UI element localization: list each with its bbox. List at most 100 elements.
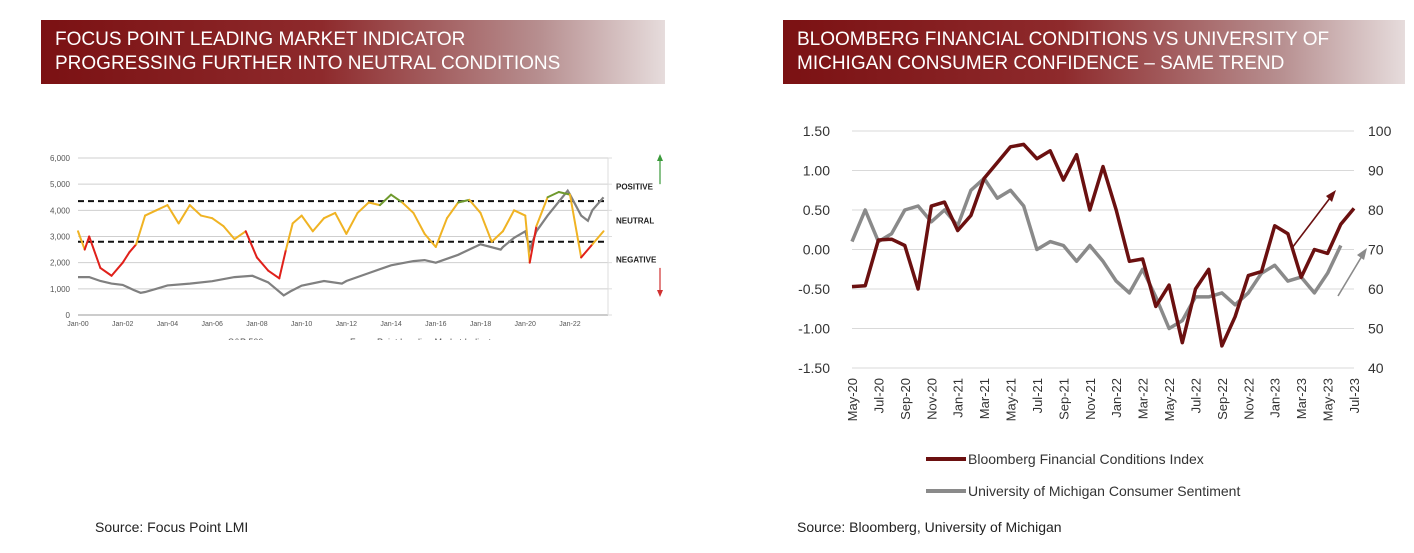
y-tick-label: 0: [66, 311, 71, 320]
lmi-line-segment: [199, 214, 214, 220]
lmi-line-segment: [423, 232, 437, 248]
y-left-tick-label: -1.00: [798, 321, 830, 337]
lmi-line-segment: [291, 214, 303, 225]
y-left-tick-label: 1.50: [803, 123, 830, 139]
y-tick-label: 4,000: [50, 206, 71, 215]
lmi-line-segment: [278, 248, 287, 280]
bloomberg-trend-arrow-head: [1326, 190, 1336, 202]
lmi-line-segment: [367, 201, 381, 207]
lmi-line-segment: [378, 193, 393, 207]
lmi-line-segment: [166, 204, 180, 225]
x-tick-label: Jul-22: [1188, 378, 1203, 413]
y-left-tick-label: -1.50: [798, 360, 830, 376]
negative-arrow-head: [657, 290, 663, 297]
lmi-line-segment: [99, 266, 113, 277]
lmi-line-segment: [135, 214, 147, 246]
zone-label-positive: POSITIVE: [616, 182, 654, 191]
lmi-line-segment: [557, 191, 571, 196]
y-right-tick-label: 80: [1368, 202, 1384, 218]
x-tick-label: Jan-08: [246, 321, 268, 328]
x-tick-label: Mar-21: [977, 378, 992, 419]
lmi-line-segment: [77, 230, 86, 251]
lmi-line-segment: [188, 204, 202, 217]
x-tick-label: Jan-14: [380, 321, 402, 328]
left-source-note: Source: Focus Point LMI: [95, 519, 249, 535]
lmi-line-segment: [300, 214, 314, 233]
x-tick-label: Jan-23: [1268, 378, 1283, 418]
lmi-line-segment: [255, 256, 270, 272]
x-tick-label: May-23: [1321, 378, 1336, 421]
lmi-line-segment: [311, 217, 325, 233]
y-right-tick-label: 40: [1368, 360, 1384, 376]
lmi-line-segment: [501, 209, 516, 233]
lmi-line-segment: [457, 198, 471, 204]
x-tick-label: Sep-20: [898, 378, 913, 420]
x-tick-label: Jul-21: [1030, 378, 1045, 413]
right-title-line1: BLOOMBERG FINANCIAL CONDITIONS VS UNIVER…: [797, 29, 1330, 50]
y-right-tick-label: 70: [1368, 242, 1384, 258]
lmi-line-segment: [535, 196, 549, 228]
y-tick-label: 2,000: [50, 259, 71, 268]
legend-label-michigan: University of Michigan Consumer Sentimen…: [968, 483, 1240, 499]
x-tick-label: Mar-22: [1136, 378, 1151, 419]
legend-label-lmi: Focus Point Leading Market Indicator: [350, 337, 499, 340]
lmi-line-segment: [83, 235, 91, 251]
michigan-trend-arrow-shaft: [1337, 255, 1363, 297]
x-tick-label: Jan-10: [291, 321, 313, 328]
sp500-line: [78, 188, 605, 297]
x-tick-label: Jan-22: [559, 321, 581, 328]
lmi-line-segment: [322, 211, 337, 220]
lmi-line-segment: [546, 191, 560, 199]
zone-label-neutral: NEUTRAL: [616, 216, 654, 225]
y-left-tick-label: 0.50: [803, 202, 830, 218]
x-tick-label: Jan-02: [112, 321, 134, 328]
right-source-note: Source: Bloomberg, University of Michiga…: [797, 519, 1062, 535]
lmi-line-segment: [211, 217, 225, 228]
lmi-line-segment: [568, 193, 583, 259]
x-tick-label: Sep-22: [1215, 378, 1230, 420]
lmi-line-segment: [334, 211, 348, 235]
right-title-line2: MICHIGAN CONSUMER CONFIDENCE – SAME TREN…: [797, 53, 1285, 74]
lmi-line-segment: [513, 209, 527, 217]
y-tick-label: 1,000: [50, 285, 71, 294]
left-title-line2: PROGRESSING FURTHER INTO NEUTRAL CONDITI…: [55, 53, 561, 74]
lmi-line-segment: [356, 201, 370, 214]
lmi-line-segment: [434, 217, 448, 248]
lmi-line-segment: [479, 211, 493, 243]
x-tick-label: Jan-21: [951, 378, 966, 418]
x-tick-label: Nov-22: [1241, 378, 1256, 420]
lmi-line-segment: [128, 243, 138, 254]
x-tick-label: Sep-21: [1056, 378, 1071, 420]
x-tick-label: Jan-22: [1109, 378, 1124, 418]
x-tick-label: Jan-04: [157, 321, 179, 328]
x-tick-label: Jan-06: [201, 321, 223, 328]
x-tick-label: Nov-21: [1083, 378, 1098, 420]
lmi-line-segment: [412, 211, 426, 235]
lmi-line-segment: [144, 209, 158, 217]
x-tick-label: May-20: [845, 378, 860, 421]
x-tick-label: Mar-23: [1294, 378, 1309, 419]
lmi-line-segment: [88, 235, 102, 269]
legend-label-sp500: S&P 500: [228, 337, 263, 340]
y-left-tick-label: -0.50: [798, 281, 830, 297]
lmi-line-segment: [401, 201, 415, 214]
lmi-line-segment: [468, 198, 482, 214]
x-tick-label: Jan-00: [67, 321, 89, 328]
x-tick-label: Jan-18: [470, 321, 492, 328]
lmi-line-segment: [524, 214, 531, 264]
lmi-line-segment: [177, 204, 191, 225]
michigan-sentiment-line: [850, 176, 1343, 331]
lmi-line-segment: [591, 230, 605, 246]
x-tick-label: Jan-16: [425, 321, 447, 328]
lmi-line-segment: [490, 230, 504, 243]
right-chart-title-banner: BLOOMBERG FINANCIAL CONDITIONS VS UNIVER…: [783, 20, 1405, 84]
lmi-line-segment: [390, 193, 404, 204]
lmi-line-segment: [284, 222, 294, 251]
lmi-line-segment: [233, 230, 247, 241]
x-tick-label: May-22: [1162, 378, 1177, 421]
y-tick-label: 5,000: [50, 180, 71, 189]
bloomberg-trend-arrow-shaft: [1291, 197, 1331, 249]
bloomberg-fci-line: [851, 142, 1356, 348]
lmi-line-segment: [222, 225, 236, 241]
x-tick-label: Jul-20: [871, 378, 886, 413]
